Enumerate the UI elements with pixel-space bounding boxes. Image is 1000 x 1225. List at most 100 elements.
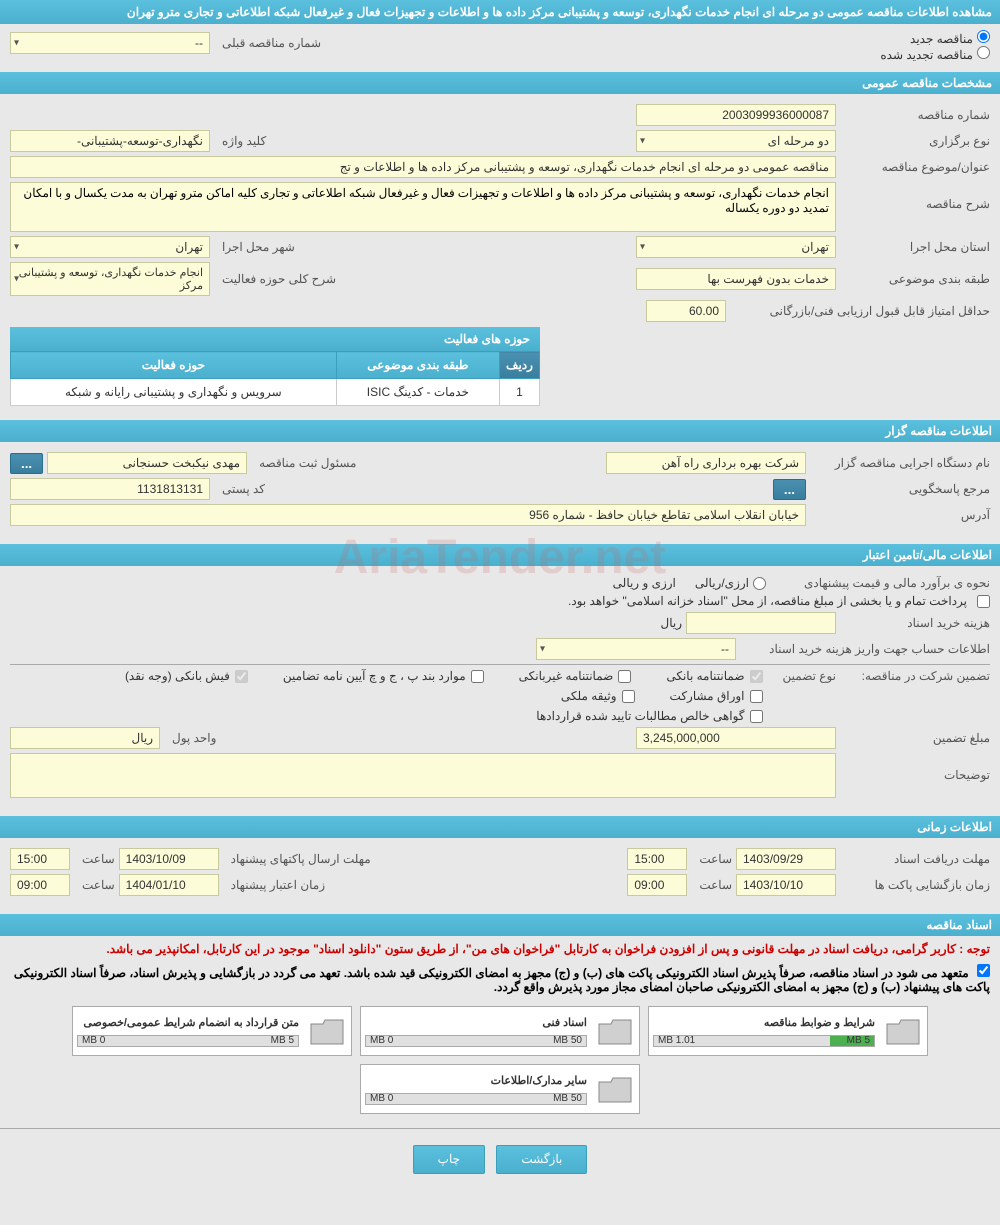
radio-new[interactable] xyxy=(977,30,990,43)
keyword-label: کلید واژه xyxy=(214,134,266,148)
cb-property-label: وثیقه ملکی xyxy=(561,689,617,703)
desc-textarea[interactable]: انجام خدمات نگهداری، توسعه و پشتیبانی مر… xyxy=(10,182,836,232)
envelope-send-time[interactable]: 15:00 xyxy=(10,848,70,870)
envelope-send-date[interactable]: 1403/10/09 xyxy=(119,848,219,870)
doc-cost-field[interactable] xyxy=(686,612,836,634)
cb-certificate[interactable] xyxy=(750,710,763,723)
keyword-field[interactable]: نگهداری-توسعه-پشتیبانی- xyxy=(10,130,210,152)
commitment-checkbox[interactable] xyxy=(977,964,990,977)
desc-label: شرح مناقصه xyxy=(840,182,990,211)
category-field[interactable]: خدمات بدون فهرست بها xyxy=(636,268,836,290)
section-general: مشخصات مناقصه عمومی xyxy=(0,72,1000,94)
doc-box-technical[interactable]: اسناد فنی 50 MB 0 MB xyxy=(360,1006,640,1056)
size-total: 50 MB xyxy=(553,1093,582,1104)
payment-checkbox[interactable] xyxy=(977,595,990,608)
doc-title: شرایط و ضوابط مناقصه xyxy=(653,1016,875,1029)
cb-certificate-label: گواهی خالص مطالبات تایید شده قراردادها xyxy=(536,709,744,723)
activity-desc-select[interactable]: انجام خدمات نگهداری، توسعه و پشتیبانی مر… xyxy=(10,262,210,296)
prev-number-label: شماره مناقصه قبلی xyxy=(214,36,321,50)
activity-table-caption: حوزه های فعالیت xyxy=(10,327,540,351)
envelope-open-date[interactable]: 1403/10/10 xyxy=(736,874,836,896)
cb-securities-label: اوراق مشارکت xyxy=(670,689,745,703)
folder-icon xyxy=(595,1069,635,1109)
doc-receipt-date[interactable]: 1403/09/29 xyxy=(736,848,836,870)
folder-icon xyxy=(307,1011,347,1051)
title-label: عنوان/موضوع مناقصه xyxy=(840,160,990,174)
doc-box-other[interactable]: سایر مدارک/اطلاعات 50 MB 0 MB xyxy=(360,1064,640,1114)
doc-receipt-label: مهلت دریافت اسناد xyxy=(840,852,990,866)
back-button[interactable]: بازگشت xyxy=(496,1145,587,1174)
section-organizer: اطلاعات مناقصه گزار xyxy=(0,420,1000,442)
doc-receipt-time[interactable]: 15:00 xyxy=(627,848,687,870)
col-category: طبقه بندی موضوعی xyxy=(336,352,499,379)
credit-date[interactable]: 1404/01/10 xyxy=(119,874,219,896)
table-row: 1 خدمات - کدینگ ISIC سرویس و نگهداری و پ… xyxy=(11,379,540,406)
province-select[interactable]: تهران xyxy=(636,236,836,258)
size-used: 0 MB xyxy=(370,1093,393,1104)
tender-number-label: شماره مناقصه xyxy=(840,108,990,122)
doc-title: متن قرارداد به انضمام شرایط عمومی/خصوصی xyxy=(77,1016,299,1029)
currency-option: ارزی و ریالی xyxy=(613,576,676,590)
title-field[interactable]: مناقصه عمومی دو مرحله ای انجام خدمات نگه… xyxy=(10,156,836,178)
radio-new-label: مناقصه جدید xyxy=(910,32,973,46)
currency-radio-label: ارزی/ریالی xyxy=(695,576,749,590)
envelope-send-label: مهلت ارسال پاکتهای پیشنهاد xyxy=(223,852,371,866)
prev-number-select[interactable]: -- xyxy=(10,32,210,54)
section-documents: اسناد مناقصه xyxy=(0,914,1000,936)
registrar-lookup-button[interactable]: ... xyxy=(10,453,43,474)
cb-cash[interactable] xyxy=(235,670,248,683)
radio-renewed[interactable] xyxy=(977,46,990,59)
min-score-field[interactable]: 60.00 xyxy=(646,300,726,322)
folder-icon xyxy=(883,1011,923,1051)
type-select[interactable]: دو مرحله ای xyxy=(636,130,836,152)
address-field: خیابان انقلاب اسلامی تقاطع خیابان حافظ -… xyxy=(10,504,806,526)
page-title: مشاهده اطلاعات مناقصه عمومی دو مرحله ای … xyxy=(0,0,1000,24)
cb-nonbank[interactable] xyxy=(618,670,631,683)
estimate-label: نحوه ی برآورد مالی و قیمت پیشنهادی xyxy=(770,576,990,590)
print-button[interactable]: چاپ xyxy=(413,1145,485,1174)
size-total: 50 MB xyxy=(553,1035,582,1046)
time-label-3: ساعت xyxy=(691,878,732,892)
org-name-label: نام دستگاه اجرایی مناقصه گزار xyxy=(810,456,990,470)
deposit-account-label: اطلاعات حساب جهت واریز هزینه خرید اسناد xyxy=(740,642,990,656)
cb-bank-guarantee[interactable] xyxy=(750,670,763,683)
guarantee-type-label: نوع تضمین xyxy=(775,669,836,683)
size-used: 0 MB xyxy=(370,1035,393,1046)
doc-box-conditions[interactable]: شرایط و ضوابط مناقصه 5 MB 1.01 MB xyxy=(648,1006,928,1056)
payment-note: پرداخت تمام و یا بخشی از مبلغ مناقصه، از… xyxy=(568,594,967,608)
envelope-open-time[interactable]: 09:00 xyxy=(627,874,687,896)
deposit-account-select[interactable]: -- xyxy=(536,638,736,660)
doc-box-contract[interactable]: متن قرارداد به انضمام شرایط عمومی/خصوصی … xyxy=(72,1006,352,1056)
credit-label: زمان اعتبار پیشنهاد xyxy=(223,878,325,892)
doc-cost-label: هزینه خرید اسناد xyxy=(840,616,990,630)
cb-bank-guarantee-label: ضمانتنامه بانکی xyxy=(666,669,744,683)
cb-nonbank-label: ضمانتنامه غیربانکی xyxy=(519,669,614,683)
registrar-field: مهدی نیکبخت حسنجانی xyxy=(47,452,247,474)
rial-label: ریال xyxy=(660,616,682,630)
row-num: 1 xyxy=(500,379,540,406)
cb-property[interactable] xyxy=(622,690,635,703)
notes-label: توضیحات xyxy=(840,753,990,782)
time-label: ساعت xyxy=(691,852,732,866)
size-total: 5 MB xyxy=(271,1035,294,1046)
cb-regulation[interactable] xyxy=(471,670,484,683)
answer-ref-button[interactable]: ... xyxy=(773,479,806,500)
category-label: طبقه بندی موضوعی xyxy=(840,272,990,286)
guarantee-amount-field[interactable]: 3,245,000,000 xyxy=(636,727,836,749)
cb-securities[interactable] xyxy=(750,690,763,703)
notes-textarea[interactable] xyxy=(10,753,836,798)
cb-regulation-label: موارد بند پ ، ج و چ آیین نامه تضامین xyxy=(283,669,466,683)
credit-time[interactable]: 09:00 xyxy=(10,874,70,896)
guarantee-label: تضمین شرکت در مناقصه: xyxy=(840,669,990,683)
size-total: 5 MB xyxy=(847,1035,870,1046)
cb-cash-label: فیش بانکی (وجه نقد) xyxy=(125,669,230,683)
registrar-label: مسئول ثبت مناقصه xyxy=(251,456,356,470)
city-select[interactable]: تهران xyxy=(10,236,210,258)
currency-radio[interactable] xyxy=(753,577,766,590)
time-label-4: ساعت xyxy=(74,878,115,892)
radio-renewed-label: مناقصه تجدید شده xyxy=(880,48,973,62)
min-score-label: حداقل امتیاز قابل قبول ارزیابی فنی/بازرگ… xyxy=(730,304,990,318)
doc-title: سایر مدارک/اطلاعات xyxy=(365,1074,587,1087)
currency-unit-field: ریال xyxy=(10,727,160,749)
org-name-field: شرکت بهره برداری راه آهن xyxy=(606,452,806,474)
